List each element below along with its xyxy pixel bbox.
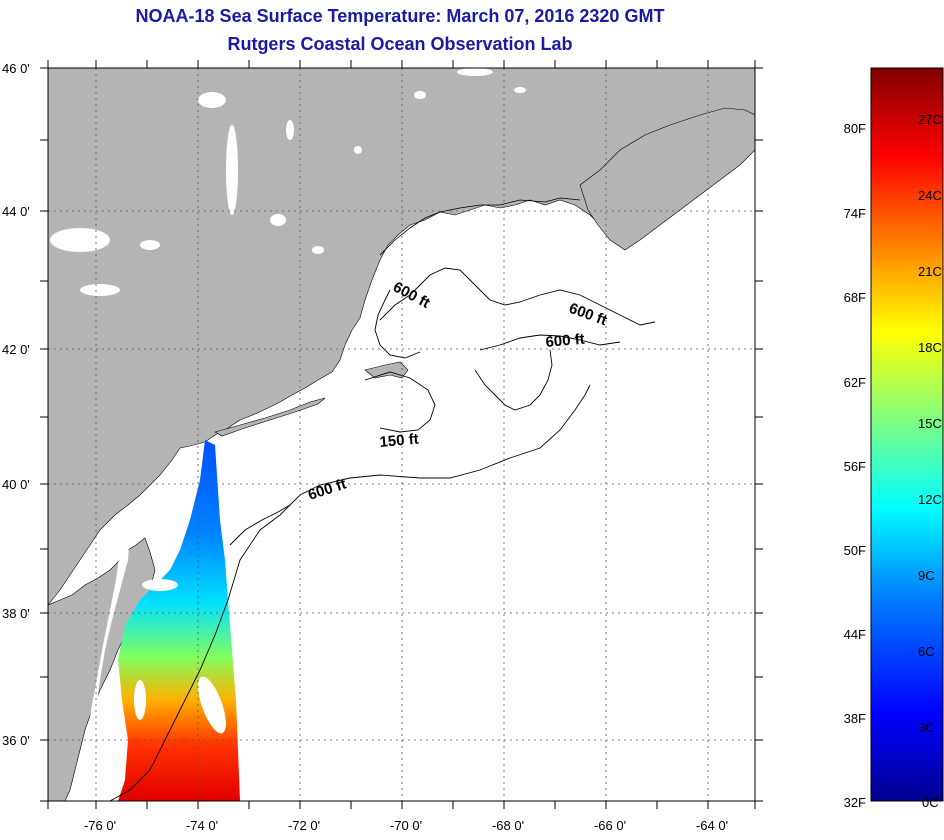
colorbar-label-21c: 21C: [918, 264, 942, 279]
colorbar-label-62f: 62F: [844, 375, 866, 390]
map-title: NOAA-18 Sea Surface Temperature: March 0…: [135, 6, 665, 26]
colorbar-fahrenheit-labels: 80F 74F 68F 62F 56F 50F 44F 38F 32F: [844, 121, 866, 810]
colorbar-label-24c: 24C: [918, 188, 942, 203]
colorbar-label-80f: 80F: [844, 121, 866, 136]
contour-label-600-georges: 600 ft: [545, 331, 586, 351]
chesapeake-bay: [78, 520, 130, 801]
lon-label-70: -70 0': [390, 818, 422, 833]
lat-label-36: 36 0': [2, 733, 30, 748]
lon-label-64: -64 0': [696, 818, 728, 833]
lat-label-42: 42 0': [2, 342, 30, 357]
contour-label-150: 150 ft: [379, 431, 420, 451]
colorbar-label-9c: 9C: [918, 568, 935, 583]
colorbar-label-38f: 38F: [844, 711, 866, 726]
land-long-island: [214, 397, 326, 437]
lon-label-68: -68 0': [492, 818, 524, 833]
cloud-gaps: [134, 579, 226, 734]
lat-label-38: 38 0': [2, 606, 30, 621]
colorbar-label-15c: 15C: [918, 416, 942, 431]
colorbar-label-12c: 12C: [918, 492, 942, 507]
colorbar-label-56f: 56F: [844, 459, 866, 474]
colorbar-label-18c: 18C: [918, 340, 942, 355]
lat-label-46: 46 0': [2, 61, 30, 76]
lon-label-76: -76 0': [84, 818, 116, 833]
lakes: [50, 68, 526, 296]
colorbar-label-0c: 0C: [922, 795, 939, 810]
colorbar-label-44f: 44F: [844, 627, 866, 642]
temperature-colorbar: [870, 67, 944, 802]
colorbar-celsius-labels: 27C 24C 21C 18C 15C 12C 9C 6C 3C 0C: [918, 112, 942, 810]
colorbar-label-3c: 3C: [918, 720, 935, 735]
longitude-labels: -76 0' -74 0' -72 0' -70 0' -68 0' -66 0…: [84, 818, 728, 833]
bathymetry-contours: [109, 267, 656, 801]
lon-label-72: -72 0': [288, 818, 320, 833]
colorbar-label-27c: 27C: [918, 112, 942, 127]
tick-marks: [40, 60, 763, 809]
coastline-maine: [379, 197, 581, 256]
colorbar-label-32f: 32F: [844, 795, 866, 810]
lat-label-40: 40 0': [2, 477, 30, 492]
colorbar-label-6c: 6C: [918, 644, 935, 659]
colorbar-label-68f: 68F: [844, 290, 866, 305]
graticule: [48, 68, 755, 801]
land-nova-scotia: [579, 107, 755, 251]
lon-label-74: -74 0': [186, 818, 218, 833]
lon-label-66: -66 0': [594, 818, 626, 833]
map-subtitle: Rutgers Coastal Ocean Observation Lab: [227, 34, 573, 54]
lat-label-44: 44 0': [2, 204, 30, 219]
latitude-labels: 46 0' 44 0' 42 0' 40 0' 38 0' 36 0': [2, 61, 30, 748]
colorbar-label-74f: 74F: [844, 206, 866, 221]
colorbar-label-50f: 50F: [844, 543, 866, 558]
